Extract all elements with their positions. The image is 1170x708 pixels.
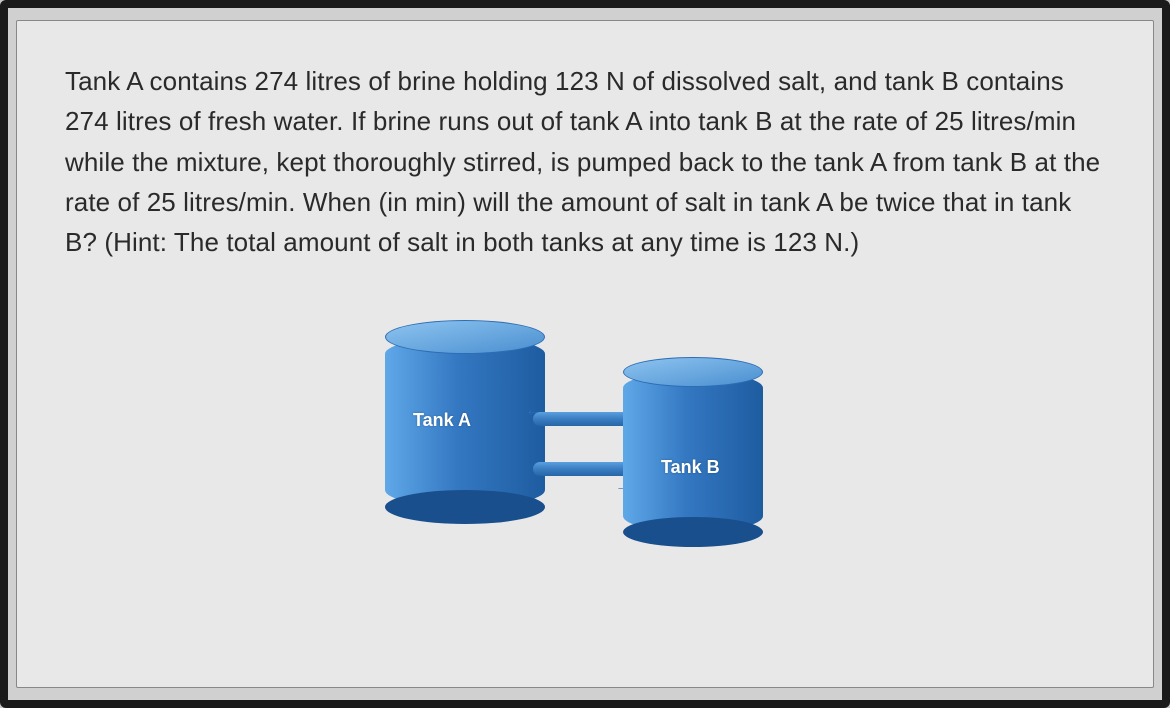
pipe-bottom xyxy=(533,462,633,476)
arrow-top-icon: ← xyxy=(525,402,541,420)
diagram-area: Tank A ← → Tank B xyxy=(65,302,1105,582)
pipe-top xyxy=(533,412,633,426)
screen-frame: Tank A contains 274 litres of brine hold… xyxy=(0,0,1170,708)
tank-b xyxy=(623,372,763,532)
question-card: Tank A contains 274 litres of brine hold… xyxy=(16,20,1154,688)
problem-text: Tank A contains 274 litres of brine hold… xyxy=(65,61,1105,262)
tanks-diagram: Tank A ← → Tank B xyxy=(375,302,795,582)
tank-a-label: Tank A xyxy=(413,410,471,431)
tank-b-label: Tank B xyxy=(661,457,720,478)
